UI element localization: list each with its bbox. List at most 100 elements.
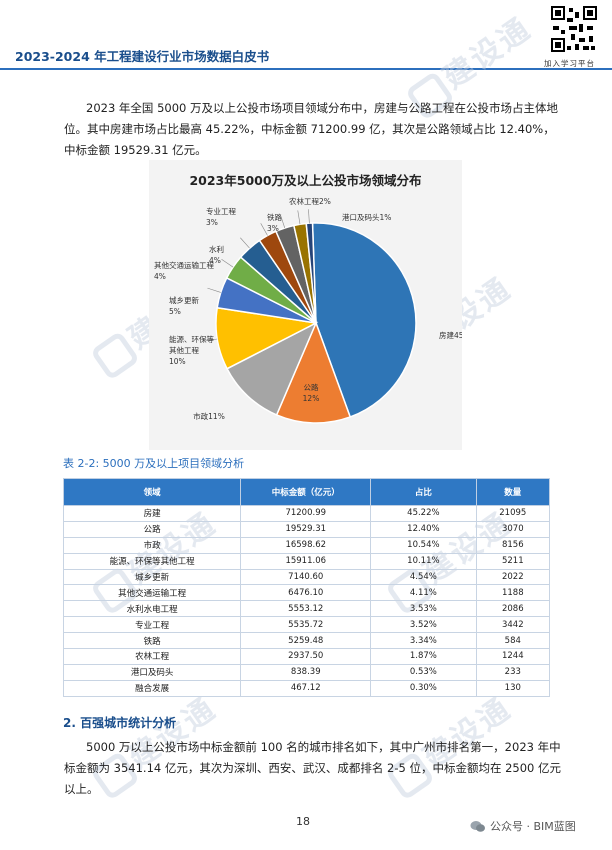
pie-slice	[275, 320, 352, 424]
cell-amount: 467.12	[240, 679, 372, 697]
cell-count: 130	[475, 679, 551, 697]
cell-domain: 公路	[62, 520, 242, 538]
pie-slice	[305, 222, 317, 324]
cell-amount: 16598.62	[240, 536, 372, 554]
table-row: 公路 19529.31 12.40% 3070	[62, 520, 551, 538]
cell-amount: 19529.31	[240, 520, 372, 538]
cell-count: 584	[475, 632, 551, 650]
cell-share: 3.52%	[370, 616, 477, 634]
cell-count: 1188	[475, 584, 551, 602]
pie-leader-line	[221, 259, 234, 268]
cell-share: 0.53%	[370, 663, 477, 681]
pie-slice-label: 铁路 3%	[267, 212, 282, 233]
page-number: 18	[296, 815, 310, 828]
cell-domain: 城乡更新	[62, 568, 242, 586]
pie-leader-line	[297, 210, 301, 225]
pie-slice-label: 市政11%	[193, 411, 225, 421]
cell-share: 12.40%	[370, 520, 477, 538]
cell-share: 45.22%	[370, 505, 477, 522]
cell-share: 3.34%	[370, 632, 477, 650]
wechat-icon	[470, 820, 486, 833]
cell-domain: 能源、环保等其他工程	[62, 552, 242, 570]
cell-count: 2086	[475, 600, 551, 618]
pie-slice-label: 房建45%	[439, 330, 462, 340]
table-row: 市政 16598.62 10.54% 8156	[62, 536, 551, 554]
column-header-share: 占比	[370, 478, 477, 506]
cell-count: 3070	[475, 520, 551, 538]
pie-slice-label: 城乡更新 5%	[169, 295, 199, 316]
pie-slice-label: 水利 4%	[209, 244, 224, 265]
cell-count: 1244	[475, 648, 551, 665]
cell-domain: 房建	[62, 505, 242, 522]
pie-slice-label: 专业工程 3%	[206, 206, 236, 227]
table-row: 其他交通运输工程 6476.10 4.11% 1188	[62, 584, 551, 602]
qr-code-image	[549, 4, 599, 54]
pie-slice-label: 公路 12%	[303, 382, 320, 403]
cell-amount: 7140.60	[240, 568, 372, 586]
cell-share: 4.11%	[370, 584, 477, 602]
table-row: 农林工程 2937.50 1.87% 1244	[62, 648, 551, 665]
pie-slice	[311, 222, 417, 418]
pie-slice-label: 其他交通运输工程 4%	[154, 260, 214, 281]
header-divider	[0, 68, 612, 70]
cell-amount: 5535.72	[240, 616, 372, 634]
pie-slice-label: 港口及码头1%	[342, 212, 391, 222]
column-header-count: 数量	[475, 478, 551, 506]
pie-leader-line	[280, 214, 286, 229]
cell-share: 10.11%	[370, 552, 477, 570]
cell-amount: 5259.48	[240, 632, 372, 650]
cell-count: 2022	[475, 568, 551, 586]
cell-count: 5211	[475, 552, 551, 570]
cell-domain: 专业工程	[62, 616, 242, 634]
cell-amount: 71200.99	[240, 505, 372, 522]
cell-share: 4.54%	[370, 568, 477, 586]
cell-amount: 2937.50	[240, 648, 372, 665]
pie-leader-line	[260, 223, 268, 236]
table-caption: 表 2-2: 5000 万及以上项目领域分析	[63, 457, 245, 470]
column-header-amount: 中标金额（亿元）	[240, 478, 372, 506]
cell-amount: 15911.06	[240, 552, 372, 570]
cell-amount: 6476.10	[240, 584, 372, 602]
pie-leader-line	[240, 237, 250, 249]
cell-count: 8156	[475, 536, 551, 554]
pie-slice-label: 能源、环保等其他工程 10%	[169, 334, 214, 366]
pie-leader-line	[207, 287, 221, 293]
table-row: 城乡更新 7140.60 4.54% 2022	[62, 568, 551, 586]
cell-domain: 铁路	[62, 632, 242, 650]
cell-domain: 融合发展	[62, 679, 242, 697]
cell-domain: 水利水电工程	[62, 600, 242, 618]
intro-paragraph: 2023 年全国 5000 万及以上公投市场项目领域分布中，房建与公路工程在公投…	[64, 101, 558, 157]
cell-domain: 农林工程	[62, 648, 242, 665]
cell-share: 10.54%	[370, 536, 477, 554]
pie-slice	[226, 321, 318, 416]
table-row: 专业工程 5535.72 3.52% 3442	[62, 616, 551, 634]
cell-share: 3.53%	[370, 600, 477, 618]
cell-amount: 838.39	[240, 663, 372, 681]
chart-title: 2023年5000万及以上公投市场领域分布	[189, 173, 422, 188]
qr-code[interactable]	[549, 4, 599, 54]
pie-leader-line	[203, 338, 218, 342]
document-header-title: 2023-2024 年工程建设行业市场数据白皮书	[15, 49, 270, 64]
section-paragraph: 5000 万以上公投市场中标金额前 100 名的城市排名如下，其中广州市排名第一…	[64, 740, 562, 796]
table-row: 房建 71200.99 45.22% 21095	[62, 505, 551, 522]
table-row: 能源、环保等其他工程 15911.06 10.11% 5211	[62, 552, 551, 570]
cell-domain: 港口及码头	[62, 663, 242, 681]
wechat-account-label: 公众号 · BIM蓝图	[470, 818, 576, 834]
pie-leader-line	[308, 209, 310, 224]
domain-analysis-table: 领域 中标金额（亿元） 占比 数量 房建 71200.99 45.22% 21095 公…	[62, 478, 551, 697]
cell-amount: 5553.12	[240, 600, 372, 618]
table-header-row: 领域 中标金额（亿元） 占比 数量	[62, 478, 551, 506]
table-row: 水利水电工程 5553.12 3.53% 2086	[62, 600, 551, 618]
qr-label: 加入学习平台	[544, 59, 595, 68]
cell-share: 1.87%	[370, 648, 477, 665]
cell-domain: 市政	[62, 536, 242, 554]
cell-count: 3442	[475, 616, 551, 634]
table-row: 港口及码头 838.39 0.53% 233	[62, 663, 551, 681]
section-heading: 2. 百强城市统计分析	[63, 716, 177, 730]
column-header-domain: 领域	[62, 478, 242, 506]
cell-count: 233	[475, 663, 551, 681]
cell-count: 21095	[475, 505, 551, 522]
cell-share: 0.30%	[370, 679, 477, 697]
